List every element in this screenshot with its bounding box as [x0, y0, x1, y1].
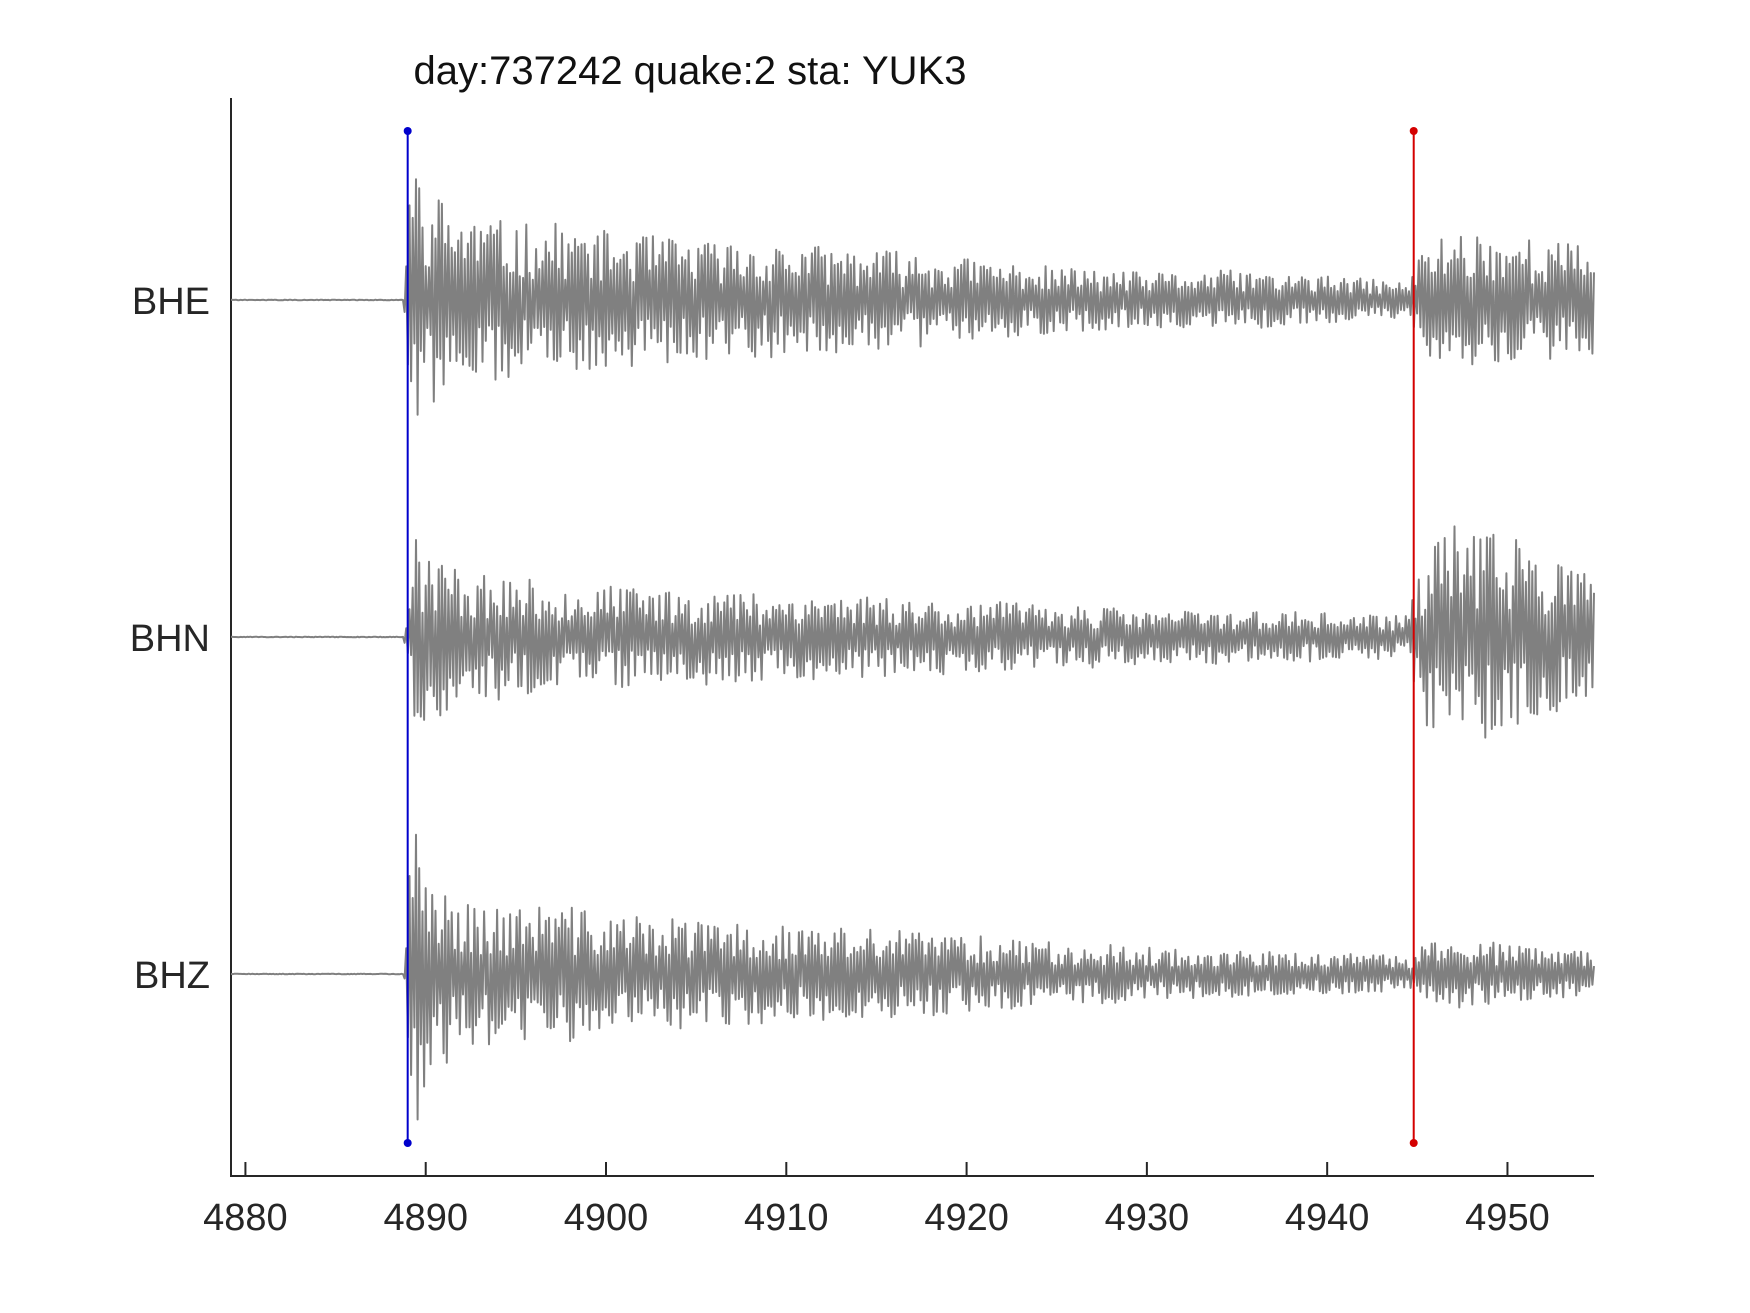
- traces: [230, 178, 1595, 1121]
- red-pick-bottom-dot: [1409, 1139, 1418, 1147]
- blue-pick-bottom-dot: [403, 1139, 412, 1147]
- x-tick-label: 4950: [1465, 1197, 1550, 1239]
- axis-lines: [230, 98, 1594, 1177]
- red-pick-top-dot: [1409, 127, 1418, 135]
- trace-bhn: [230, 525, 1595, 739]
- x-tick-label: 4890: [383, 1197, 468, 1239]
- x-tick-label: 4880: [203, 1197, 288, 1239]
- trace-bhz: [230, 833, 1595, 1121]
- trace-label-bhe: BHE: [132, 281, 210, 323]
- x-tick-label: 4940: [1285, 1197, 1370, 1239]
- x-tick-label: 4930: [1105, 1197, 1190, 1239]
- trace-label-bhz: BHZ: [134, 955, 210, 997]
- x-tick-label: 4920: [924, 1197, 1009, 1239]
- pick-markers: [403, 127, 1418, 1147]
- x-tick-label: 4910: [744, 1197, 829, 1239]
- x-axis-ticks: 4880 4890 4900 4910 4920 4930 4940 4950: [203, 1162, 1550, 1239]
- trace-labels: BHE BHN BHZ: [130, 281, 210, 997]
- x-tick-label: 4900: [564, 1197, 649, 1239]
- blue-pick-top-dot: [403, 127, 412, 135]
- chart-title: day:737242 quake:2 sta: YUK3: [413, 49, 966, 93]
- trace-bhe: [230, 178, 1595, 416]
- trace-label-bhn: BHN: [130, 618, 210, 660]
- axes: [230, 98, 1594, 1177]
